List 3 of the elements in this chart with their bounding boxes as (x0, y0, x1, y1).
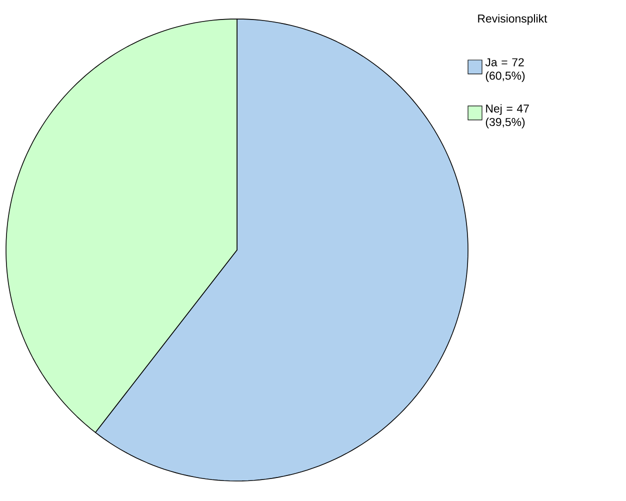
legend-label: Ja = 72 (60,5%) (485, 58, 525, 82)
legend-title: Revisionsplikt (478, 14, 548, 25)
legend-label: Nej = 47 (39,5%) (486, 104, 529, 128)
